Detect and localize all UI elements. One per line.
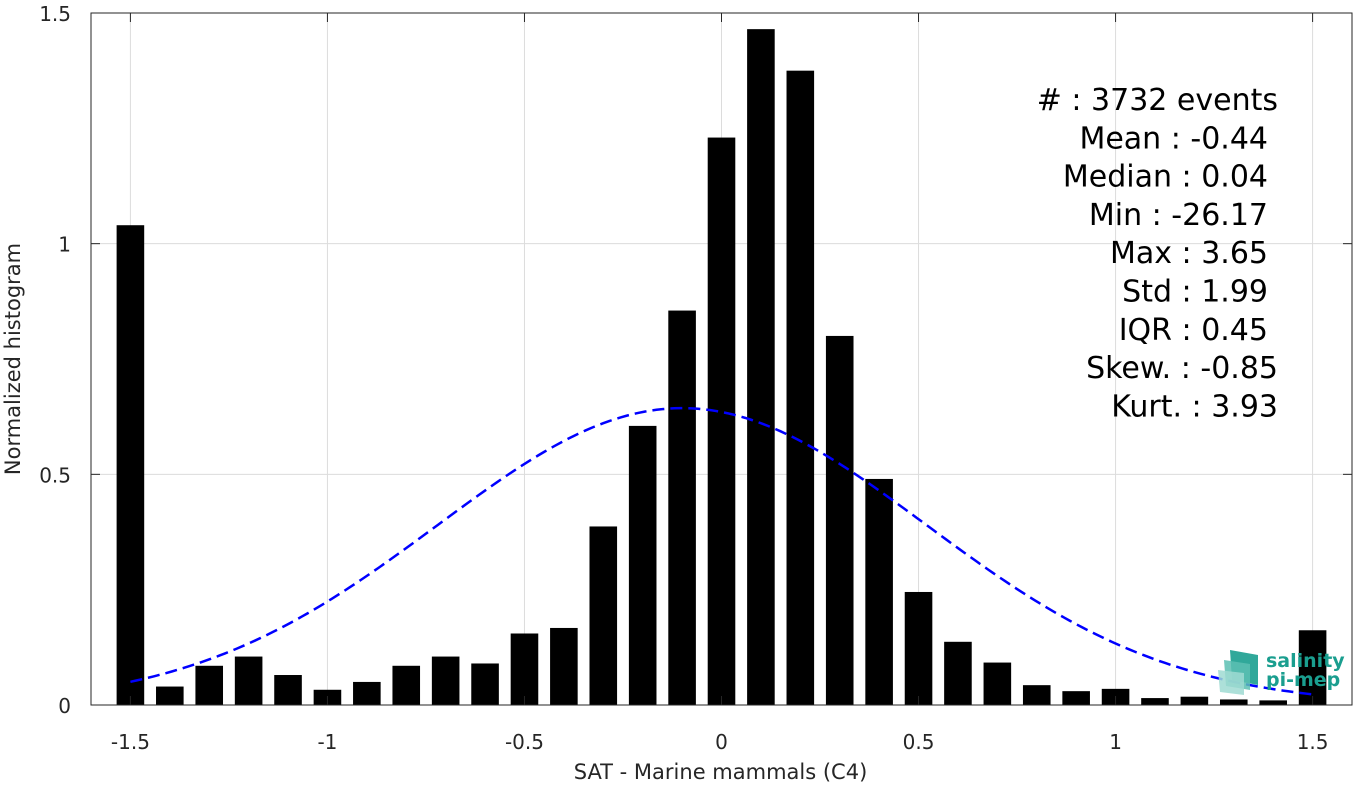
histogram-bar — [668, 310, 696, 705]
logo-line1: salinity — [1266, 650, 1345, 672]
histogram-bar — [353, 681, 381, 705]
histogram-bar — [983, 662, 1012, 705]
y-tick-label: 1 — [58, 233, 71, 257]
histogram-bar — [550, 627, 578, 705]
stat-line: Median : 0.04 — [1063, 160, 1268, 195]
salinity-pimep-logo: salinity pi-mep — [1218, 650, 1345, 695]
histogram-bar — [865, 478, 893, 705]
histogram-bars — [116, 29, 1327, 706]
histogram-bar — [1259, 700, 1287, 705]
x-tick-label: -0.5 — [505, 730, 544, 754]
histogram-bar — [1022, 685, 1051, 705]
x-tick-label: 1 — [1109, 730, 1122, 754]
x-tick-labels: -1.5 -1 -0.5 0 0.5 1 1.5 — [111, 730, 1329, 754]
stat-line: Mean : -0.44 — [1079, 121, 1268, 156]
histogram-bar — [510, 633, 539, 705]
histogram-bar — [904, 591, 933, 705]
y-tick-labels: 0 0.5 1 1.5 — [39, 2, 71, 718]
histogram-bar — [1141, 698, 1169, 705]
histogram-bar — [786, 70, 815, 705]
histogram-bar — [471, 663, 499, 705]
normal-fit-curve — [130, 406, 1313, 696]
histogram-bar — [234, 656, 263, 705]
x-tick-label: 0 — [715, 730, 728, 754]
stat-line: IQR : 0.45 — [1119, 313, 1268, 348]
histogram-bar — [274, 675, 302, 705]
logo-mark-front — [1218, 670, 1244, 695]
stat-line: Kurt. : 3.93 — [1111, 389, 1278, 424]
axis-ticks — [91, 12, 1352, 706]
stat-line: Max : 3.65 — [1110, 236, 1268, 271]
stat-line: Std : 1.99 — [1122, 275, 1268, 310]
x-tick-label: 0.5 — [903, 730, 935, 754]
y-tick-label: 1.5 — [39, 2, 71, 26]
y-tick-label: 0 — [58, 694, 71, 718]
stat-line: Skew. : -0.85 — [1086, 351, 1278, 386]
histogram-bar — [825, 335, 854, 705]
histogram-bar — [589, 526, 618, 705]
stat-line: # : 3732 events — [1037, 83, 1278, 118]
histogram-bar — [1180, 696, 1209, 705]
logo-line2: pi-mep — [1266, 669, 1340, 691]
histogram-bar — [431, 656, 460, 705]
x-tick-label: -1 — [317, 730, 337, 754]
histogram-bar — [156, 686, 184, 705]
histogram-bar — [707, 137, 736, 705]
x-tick-label: 1.5 — [1297, 730, 1329, 754]
x-axis-label: SAT - Marine mammals (C4) — [574, 760, 868, 784]
histogram-bar — [1062, 691, 1090, 705]
histogram-bar — [116, 225, 145, 706]
histogram-bar — [944, 641, 972, 705]
histogram-bar — [1219, 699, 1248, 705]
histogram-bar — [628, 425, 657, 705]
y-axis-label: Normalized histogram — [1, 243, 25, 475]
histogram-bar — [392, 665, 421, 705]
y-tick-label: 0.5 — [39, 463, 71, 487]
histogram-bar — [747, 29, 775, 705]
histogram-bar — [195, 665, 224, 705]
stat-line: Min : -26.17 — [1089, 198, 1268, 233]
x-tick-label: -1.5 — [111, 730, 150, 754]
